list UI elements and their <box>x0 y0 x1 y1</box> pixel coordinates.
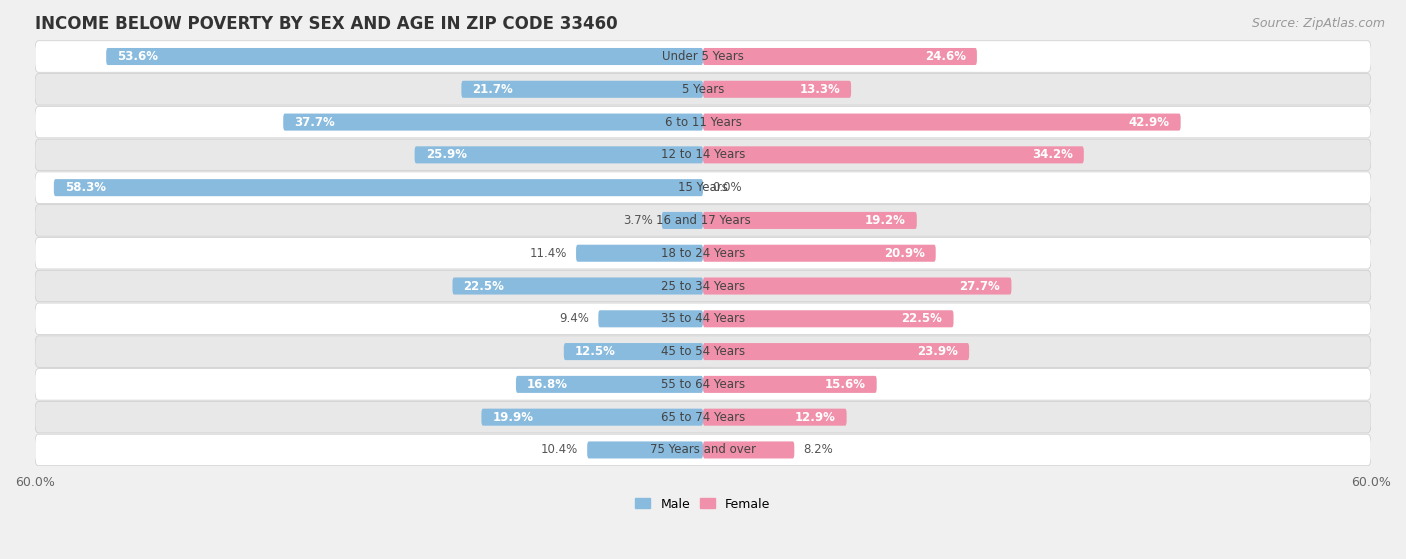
FancyBboxPatch shape <box>703 442 794 458</box>
FancyBboxPatch shape <box>453 277 703 295</box>
Text: 23.9%: 23.9% <box>917 345 957 358</box>
Text: 35 to 44 Years: 35 to 44 Years <box>661 312 745 325</box>
FancyBboxPatch shape <box>35 401 1371 433</box>
FancyBboxPatch shape <box>461 80 703 98</box>
FancyBboxPatch shape <box>703 376 877 393</box>
Text: 53.6%: 53.6% <box>117 50 159 63</box>
FancyBboxPatch shape <box>35 434 1371 466</box>
Text: 16 and 17 Years: 16 and 17 Years <box>655 214 751 227</box>
FancyBboxPatch shape <box>703 409 846 426</box>
FancyBboxPatch shape <box>35 336 1371 367</box>
FancyBboxPatch shape <box>35 303 1371 334</box>
FancyBboxPatch shape <box>516 376 703 393</box>
Text: Under 5 Years: Under 5 Years <box>662 50 744 63</box>
Text: 19.9%: 19.9% <box>492 411 533 424</box>
FancyBboxPatch shape <box>35 74 1371 105</box>
FancyBboxPatch shape <box>35 368 1371 400</box>
Text: 45 to 54 Years: 45 to 54 Years <box>661 345 745 358</box>
Text: 6 to 11 Years: 6 to 11 Years <box>665 116 741 129</box>
FancyBboxPatch shape <box>703 245 936 262</box>
FancyBboxPatch shape <box>703 277 1011 295</box>
Text: 22.5%: 22.5% <box>901 312 942 325</box>
Text: 42.9%: 42.9% <box>1129 116 1170 129</box>
FancyBboxPatch shape <box>662 212 703 229</box>
FancyBboxPatch shape <box>415 146 703 163</box>
FancyBboxPatch shape <box>107 48 703 65</box>
Text: 15.6%: 15.6% <box>824 378 866 391</box>
Text: 58.3%: 58.3% <box>65 181 105 194</box>
FancyBboxPatch shape <box>53 179 703 196</box>
Text: 37.7%: 37.7% <box>294 116 335 129</box>
Text: 65 to 74 Years: 65 to 74 Years <box>661 411 745 424</box>
Text: 12 to 14 Years: 12 to 14 Years <box>661 148 745 162</box>
Text: 15 Years: 15 Years <box>678 181 728 194</box>
FancyBboxPatch shape <box>35 271 1371 302</box>
FancyBboxPatch shape <box>564 343 703 360</box>
Text: 20.9%: 20.9% <box>884 247 925 260</box>
Text: 55 to 64 Years: 55 to 64 Years <box>661 378 745 391</box>
FancyBboxPatch shape <box>703 146 1084 163</box>
Text: Source: ZipAtlas.com: Source: ZipAtlas.com <box>1251 17 1385 30</box>
Text: 5 Years: 5 Years <box>682 83 724 96</box>
Text: 25.9%: 25.9% <box>426 148 467 162</box>
Text: 75 Years and over: 75 Years and over <box>650 443 756 457</box>
Text: 12.5%: 12.5% <box>575 345 616 358</box>
FancyBboxPatch shape <box>35 106 1371 138</box>
Text: 12.9%: 12.9% <box>794 411 835 424</box>
FancyBboxPatch shape <box>35 172 1371 203</box>
FancyBboxPatch shape <box>35 238 1371 269</box>
FancyBboxPatch shape <box>703 310 953 328</box>
FancyBboxPatch shape <box>283 113 703 131</box>
FancyBboxPatch shape <box>703 343 969 360</box>
Text: 34.2%: 34.2% <box>1032 148 1073 162</box>
FancyBboxPatch shape <box>703 212 917 229</box>
Text: 13.3%: 13.3% <box>799 83 839 96</box>
FancyBboxPatch shape <box>35 139 1371 170</box>
FancyBboxPatch shape <box>599 310 703 328</box>
Text: 9.4%: 9.4% <box>560 312 589 325</box>
Text: 10.4%: 10.4% <box>541 443 578 457</box>
FancyBboxPatch shape <box>481 409 703 426</box>
FancyBboxPatch shape <box>35 41 1371 72</box>
Text: 25 to 34 Years: 25 to 34 Years <box>661 280 745 292</box>
Text: 3.7%: 3.7% <box>623 214 652 227</box>
Legend: Male, Female: Male, Female <box>630 492 776 515</box>
Text: INCOME BELOW POVERTY BY SEX AND AGE IN ZIP CODE 33460: INCOME BELOW POVERTY BY SEX AND AGE IN Z… <box>35 15 617 33</box>
Text: 24.6%: 24.6% <box>925 50 966 63</box>
Text: 8.2%: 8.2% <box>803 443 832 457</box>
FancyBboxPatch shape <box>703 80 851 98</box>
FancyBboxPatch shape <box>703 113 1181 131</box>
Text: 21.7%: 21.7% <box>472 83 513 96</box>
FancyBboxPatch shape <box>35 205 1371 236</box>
FancyBboxPatch shape <box>588 442 703 458</box>
FancyBboxPatch shape <box>576 245 703 262</box>
Text: 11.4%: 11.4% <box>530 247 567 260</box>
Text: 27.7%: 27.7% <box>959 280 1000 292</box>
Text: 18 to 24 Years: 18 to 24 Years <box>661 247 745 260</box>
FancyBboxPatch shape <box>703 48 977 65</box>
Text: 19.2%: 19.2% <box>865 214 905 227</box>
Text: 0.0%: 0.0% <box>711 181 741 194</box>
Text: 16.8%: 16.8% <box>527 378 568 391</box>
Text: 22.5%: 22.5% <box>464 280 505 292</box>
